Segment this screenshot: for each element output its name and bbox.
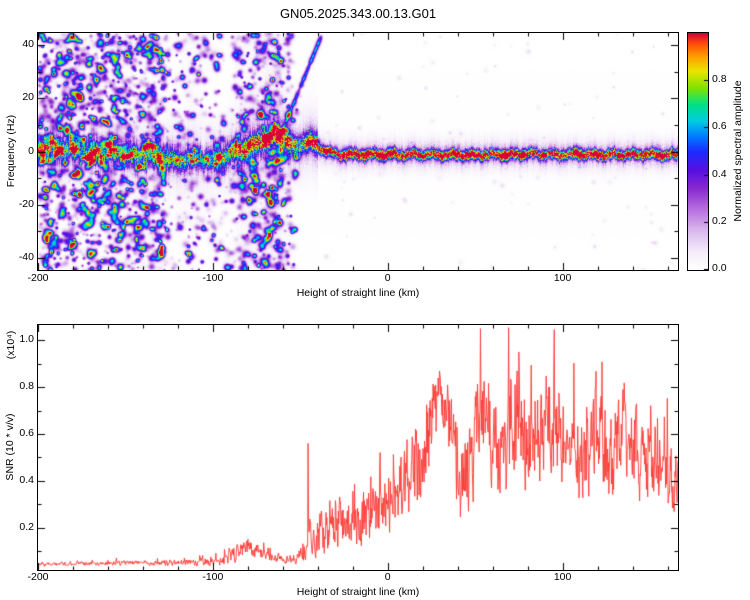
snr-y-tick-label: 0.8: [19, 380, 34, 393]
plot-title: GN05.2025.343.00.13.G01: [279, 6, 437, 21]
spectrogram-y-tick-label: 20: [22, 91, 34, 104]
spectrogram-canvas: [38, 33, 678, 270]
colorbar-tick-label: 0.4: [712, 167, 727, 180]
colorbar-canvas: [688, 33, 708, 270]
spectrogram-y-tick-label: -40: [18, 251, 34, 264]
spectrogram-x-tick-label: -100: [202, 272, 224, 284]
colorbar-tick-label: 0.8: [712, 73, 727, 86]
snr-x-tick-label: -200: [27, 571, 49, 583]
colorbar-label: Normalized spectral amplitude: [732, 80, 744, 222]
spectrogram-y-tick-label: 40: [22, 37, 34, 50]
snr-ylabel: SNR (10 * v/v): [4, 413, 16, 481]
snr-x-tick-label: -100: [202, 571, 224, 583]
snr-y-tick-label: 1.0: [19, 333, 34, 346]
spectrogram-y-tick-label: 0: [28, 144, 34, 157]
colorbar-tick-label: 0.0: [712, 262, 727, 274]
snr-x-tick-label: 0: [384, 571, 391, 583]
snr-canvas: [38, 325, 678, 570]
colorbar-tick-label: 0.6: [712, 120, 727, 133]
snr-y-tick-label: 0.6: [19, 427, 34, 440]
snr-x-tick-label: 100: [553, 571, 572, 583]
colorbar-tick-label: 0.2: [712, 214, 727, 227]
snr-y-tick-label: 0.4: [19, 473, 34, 486]
spectrogram-x-tick-label: 100: [553, 272, 572, 284]
spectrogram-y-tick-label: -20: [18, 197, 34, 210]
snr-y-tick-label: 0.2: [19, 520, 34, 533]
snr-xlabel: Height of straight line (km): [296, 586, 420, 598]
spectrogram-xlabel: Height of straight line (km): [296, 287, 420, 299]
spectrogram-x-tick-label: -200: [27, 272, 49, 284]
spectrogram-x-tick-label: 0: [384, 272, 391, 284]
